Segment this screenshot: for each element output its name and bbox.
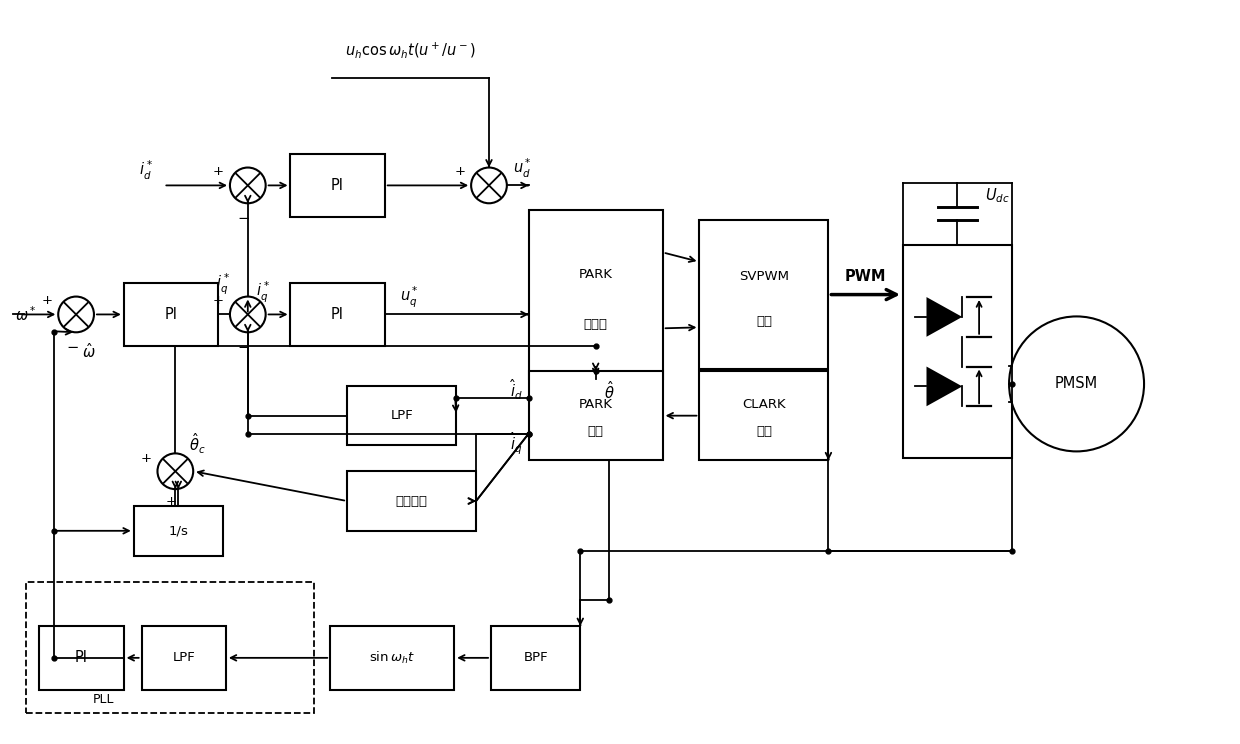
Polygon shape (926, 297, 962, 337)
Text: 角度补偿: 角度补偿 (396, 495, 428, 507)
Bar (134, 506, 223, 556)
Circle shape (157, 453, 193, 489)
Text: PI: PI (331, 178, 345, 193)
Text: 变换: 变换 (756, 426, 773, 438)
Text: SVPWM: SVPWM (739, 270, 789, 283)
Text: +: + (140, 452, 151, 465)
Bar (141, 626, 226, 690)
Text: PI: PI (76, 650, 88, 665)
Text: LPF: LPF (172, 651, 195, 664)
Text: 逆变换: 逆变换 (584, 318, 608, 332)
Bar (699, 220, 828, 369)
Bar (903, 245, 1012, 458)
Bar (491, 626, 580, 690)
Text: $u_d^*$: $u_d^*$ (513, 157, 532, 180)
Circle shape (1009, 316, 1145, 452)
Text: −: − (238, 211, 250, 226)
Bar (40, 626, 124, 690)
Text: +: + (41, 294, 52, 307)
Text: $\hat{i}_q$: $\hat{i}_q$ (511, 430, 523, 457)
Bar (528, 211, 662, 379)
Text: PI: PI (331, 307, 345, 322)
Text: 调制: 调制 (756, 315, 773, 328)
Bar (528, 371, 662, 461)
Text: PMSM: PMSM (1055, 376, 1099, 391)
Text: CLARK: CLARK (742, 399, 786, 411)
Text: $\hat{i}_d$: $\hat{i}_d$ (510, 378, 523, 402)
Bar (26, 583, 314, 713)
Circle shape (229, 297, 265, 333)
Bar (124, 283, 218, 346)
Text: $\sin\omega_h t$: $\sin\omega_h t$ (370, 650, 415, 666)
Text: −: − (238, 340, 250, 355)
Text: $\hat{\theta}_c$: $\hat{\theta}_c$ (190, 432, 206, 456)
Text: $\hat{\omega}$: $\hat{\omega}$ (82, 342, 95, 361)
Text: $\hat{\theta}$: $\hat{\theta}$ (604, 380, 614, 402)
Text: PLL: PLL (93, 693, 114, 707)
Text: 1/s: 1/s (169, 525, 188, 537)
Text: −: − (66, 340, 78, 355)
Text: +: + (454, 165, 465, 178)
Text: +: + (166, 495, 177, 508)
Text: $u_q^*$: $u_q^*$ (401, 285, 419, 310)
Circle shape (229, 167, 265, 203)
Bar (330, 626, 454, 690)
Text: $i_q^*$: $i_q^*$ (255, 280, 270, 305)
Text: BPF: BPF (523, 651, 548, 664)
Text: $i_d^*$: $i_d^*$ (139, 159, 153, 182)
Bar (290, 154, 384, 217)
Bar (347, 471, 476, 530)
Bar (347, 386, 456, 446)
Text: $u_h\cos\omega_h t\left(u^+/u^-\right)$: $u_h\cos\omega_h t\left(u^+/u^-\right)$ (345, 41, 476, 60)
Circle shape (471, 167, 507, 203)
Text: $\omega^*$: $\omega^*$ (15, 305, 36, 324)
Circle shape (58, 297, 94, 333)
Text: PI: PI (165, 307, 177, 322)
Text: PWM: PWM (844, 269, 887, 284)
Bar (699, 371, 828, 461)
Text: PARK: PARK (579, 268, 613, 280)
Text: $U_{dc}$: $U_{dc}$ (986, 186, 1009, 205)
Text: $i_q^*$: $i_q^*$ (216, 272, 229, 297)
Text: +: + (213, 294, 224, 307)
Text: 变换: 变换 (588, 426, 604, 438)
Bar (290, 283, 384, 346)
Text: +: + (213, 165, 224, 178)
Text: LPF: LPF (391, 409, 413, 422)
Text: PARK: PARK (579, 399, 613, 411)
Polygon shape (926, 367, 962, 406)
